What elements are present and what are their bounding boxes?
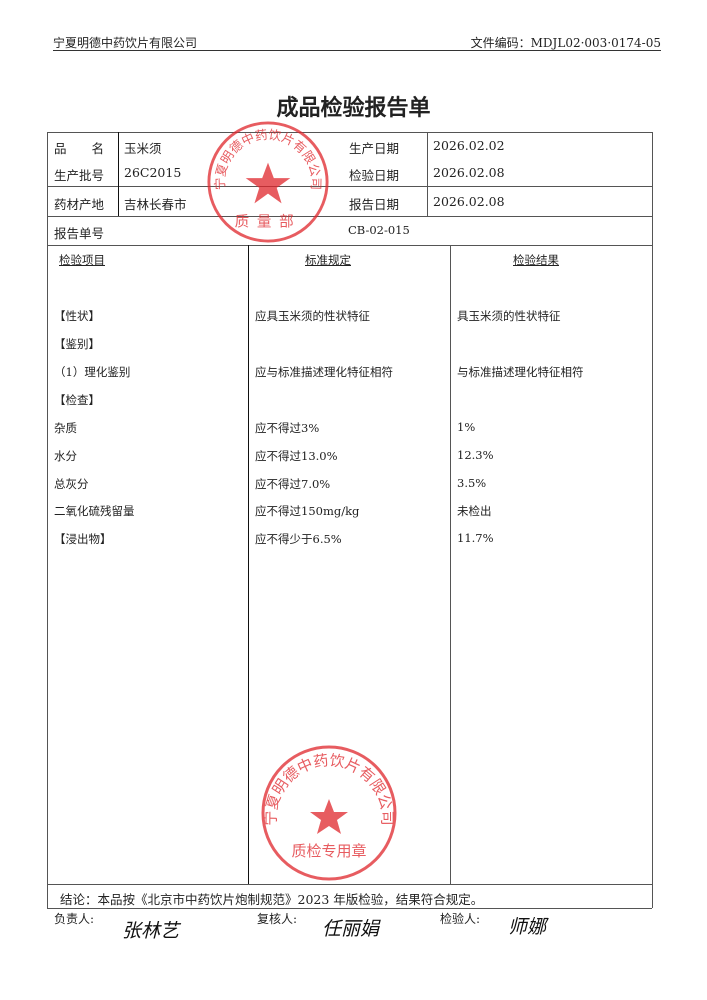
table-cell-item: （1）理化鉴别: [54, 365, 131, 379]
table-cell-standard: 应不得过3%: [255, 421, 320, 435]
table-cell-item: 【检查】: [54, 393, 100, 407]
inspector-signature: 师娜: [508, 916, 547, 938]
reviewer-signature: 任丽娟: [322, 918, 380, 940]
table-cell-result: 未检出: [457, 504, 492, 518]
table-cell-item: 【鉴别】: [54, 337, 100, 351]
table-cell-result: 3.5%: [457, 476, 487, 490]
table-cell-item: 水分: [54, 449, 77, 463]
star-icon: [310, 799, 348, 834]
production-date-label: 生产日期: [349, 141, 400, 156]
svg-text:宁夏明德中药饮片有限公司: 宁夏明德中药饮片有限公司: [262, 751, 396, 826]
quality-dept-stamp: 宁夏明德中药饮片有限公司 质量部: [207, 121, 329, 243]
table-cell-item: 总灰分: [54, 477, 89, 491]
table-cell-result: 12.3%: [457, 448, 494, 462]
product-name-label: 品 名: [54, 141, 105, 156]
quality-inspection-stamp: 宁夏明德中药饮片有限公司 质检专用章: [261, 745, 397, 881]
column-header-result: 检验结果: [513, 253, 559, 267]
origin-value: 吉林长春市: [124, 197, 187, 212]
production-date-value: 2026.02.02: [433, 138, 505, 153]
company-name: 宁夏明德中药饮片有限公司: [53, 36, 198, 50]
table-cell-result: 与标准描述理化特征相符: [457, 365, 584, 379]
table-cell-result: 1%: [457, 420, 476, 434]
table-cell-result: 11.7%: [457, 531, 494, 545]
test-date-value: 2026.02.08: [433, 165, 505, 180]
report-no-label: 报告单号: [54, 226, 105, 241]
document-code: 文件编码：MDJL02·003·0174-05: [470, 36, 661, 50]
table-cell-item: 二氧化硫残留量: [54, 504, 135, 518]
test-date-label: 检验日期: [349, 168, 400, 183]
reviewer-label: 复核人:: [257, 912, 298, 926]
table-cell-standard: 应与标准描述理化特征相符: [255, 365, 393, 379]
report-date-label: 报告日期: [349, 197, 400, 212]
table-cell-standard: 应不得过7.0%: [255, 477, 331, 491]
origin-label: 药材产地: [54, 197, 105, 212]
column-header-standard: 标准规定: [305, 253, 351, 267]
table-cell-standard: 应不得过150mg/kg: [255, 504, 360, 518]
product-name-value: 玉米须: [124, 141, 162, 156]
star-icon: [245, 162, 291, 204]
column-header-item: 检验项目: [59, 253, 105, 267]
batch-label: 生产批号: [54, 168, 105, 183]
responsible-label: 负责人:: [54, 912, 95, 926]
svg-text:宁夏明德中药饮片有限公司: 宁夏明德中药饮片有限公司: [212, 127, 323, 190]
table-cell-item: 【浸出物】: [54, 532, 112, 546]
report-date-value: 2026.02.08: [433, 194, 505, 209]
responsible-signature: 张林艺: [122, 920, 180, 942]
svg-text:质检专用章: 质检专用章: [291, 842, 366, 860]
table-cell-result: 具玉米须的性状特征: [457, 309, 561, 323]
table-cell-item: 【性状】: [54, 309, 100, 323]
table-cell-item: 杂质: [54, 421, 77, 435]
table-cell-standard: 应具玉米须的性状特征: [255, 309, 370, 323]
report-no-value: CB-02-015: [348, 223, 410, 237]
header-divider: [53, 50, 661, 51]
batch-value: 26C2015: [124, 165, 182, 180]
conclusion: 结论：本品按《北京市中药饮片炮制规范》2023 年版检验，结果符合规定。: [60, 892, 484, 907]
page-title: 成品检验报告单: [276, 95, 431, 121]
table-cell-standard: 应不得过13.0%: [255, 449, 338, 463]
table-cell-standard: 应不得少于6.5%: [255, 532, 342, 546]
inspector-label: 检验人:: [440, 912, 481, 926]
